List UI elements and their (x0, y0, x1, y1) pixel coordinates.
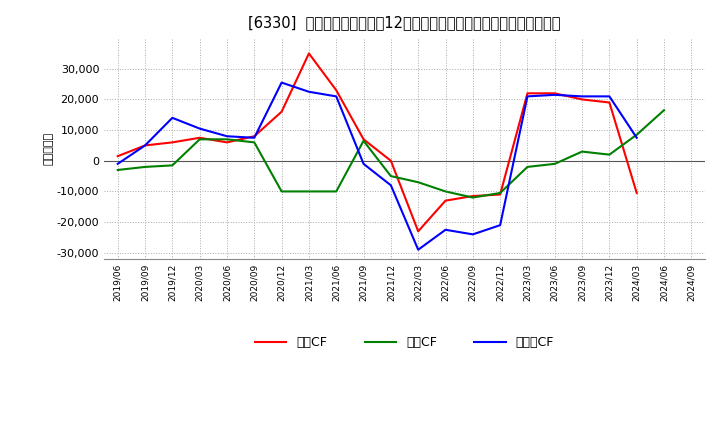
営業CF (277, 109, 286, 114)
投資CF (523, 164, 532, 169)
フリーCF (414, 247, 423, 253)
フリーCF (168, 115, 176, 121)
投資CF (222, 137, 231, 142)
投資CF (441, 189, 450, 194)
営業CF (387, 158, 395, 163)
投資CF (414, 180, 423, 185)
フリーCF (605, 94, 613, 99)
フリーCF (577, 94, 586, 99)
営業CF (523, 91, 532, 96)
投資CF (250, 140, 258, 145)
フリーCF (359, 161, 368, 166)
フリーCF (523, 94, 532, 99)
フリーCF (332, 94, 341, 99)
フリーCF (305, 89, 313, 95)
投資CF (605, 152, 613, 157)
フリーCF (387, 183, 395, 188)
営業CF (222, 140, 231, 145)
Line: 営業CF: 営業CF (118, 53, 636, 231)
投資CF (660, 107, 668, 113)
営業CF (114, 154, 122, 159)
フリーCF (114, 161, 122, 166)
営業CF (632, 191, 641, 196)
Line: フリーCF: フリーCF (118, 83, 636, 250)
投資CF (140, 164, 149, 169)
投資CF (577, 149, 586, 154)
フリーCF (222, 134, 231, 139)
フリーCF (250, 135, 258, 140)
フリーCF (496, 223, 505, 228)
投資CF (359, 138, 368, 143)
営業CF (496, 192, 505, 197)
フリーCF (632, 135, 641, 140)
営業CF (305, 51, 313, 56)
営業CF (250, 134, 258, 139)
投資CF (469, 195, 477, 200)
投資CF (305, 189, 313, 194)
営業CF (577, 97, 586, 102)
投資CF (168, 163, 176, 168)
投資CF (277, 189, 286, 194)
営業CF (469, 194, 477, 199)
Line: 投資CF: 投資CF (118, 110, 664, 198)
フリーCF (195, 126, 204, 131)
営業CF (551, 91, 559, 96)
営業CF (195, 135, 204, 140)
営業CF (140, 143, 149, 148)
フリーCF (551, 92, 559, 98)
営業CF (168, 140, 176, 145)
投資CF (496, 191, 505, 196)
フリーCF (441, 227, 450, 232)
営業CF (605, 100, 613, 105)
投資CF (332, 189, 341, 194)
フリーCF (469, 232, 477, 237)
営業CF (332, 88, 341, 93)
投資CF (387, 173, 395, 179)
Title: [6330]  キャッシュフローの12か月移動合計の対前年同期増減額の推移: [6330] キャッシュフローの12か月移動合計の対前年同期増減額の推移 (248, 15, 561, 30)
投資CF (551, 161, 559, 166)
投資CF (195, 137, 204, 142)
営業CF (414, 229, 423, 234)
フリーCF (277, 80, 286, 85)
Y-axis label: （百万円）: （百万円） (44, 132, 54, 165)
フリーCF (140, 143, 149, 148)
Legend: 営業CF, 投資CF, フリーCF: 営業CF, 投資CF, フリーCF (250, 331, 559, 354)
営業CF (359, 137, 368, 142)
投資CF (114, 167, 122, 172)
投資CF (632, 132, 641, 137)
営業CF (441, 198, 450, 203)
